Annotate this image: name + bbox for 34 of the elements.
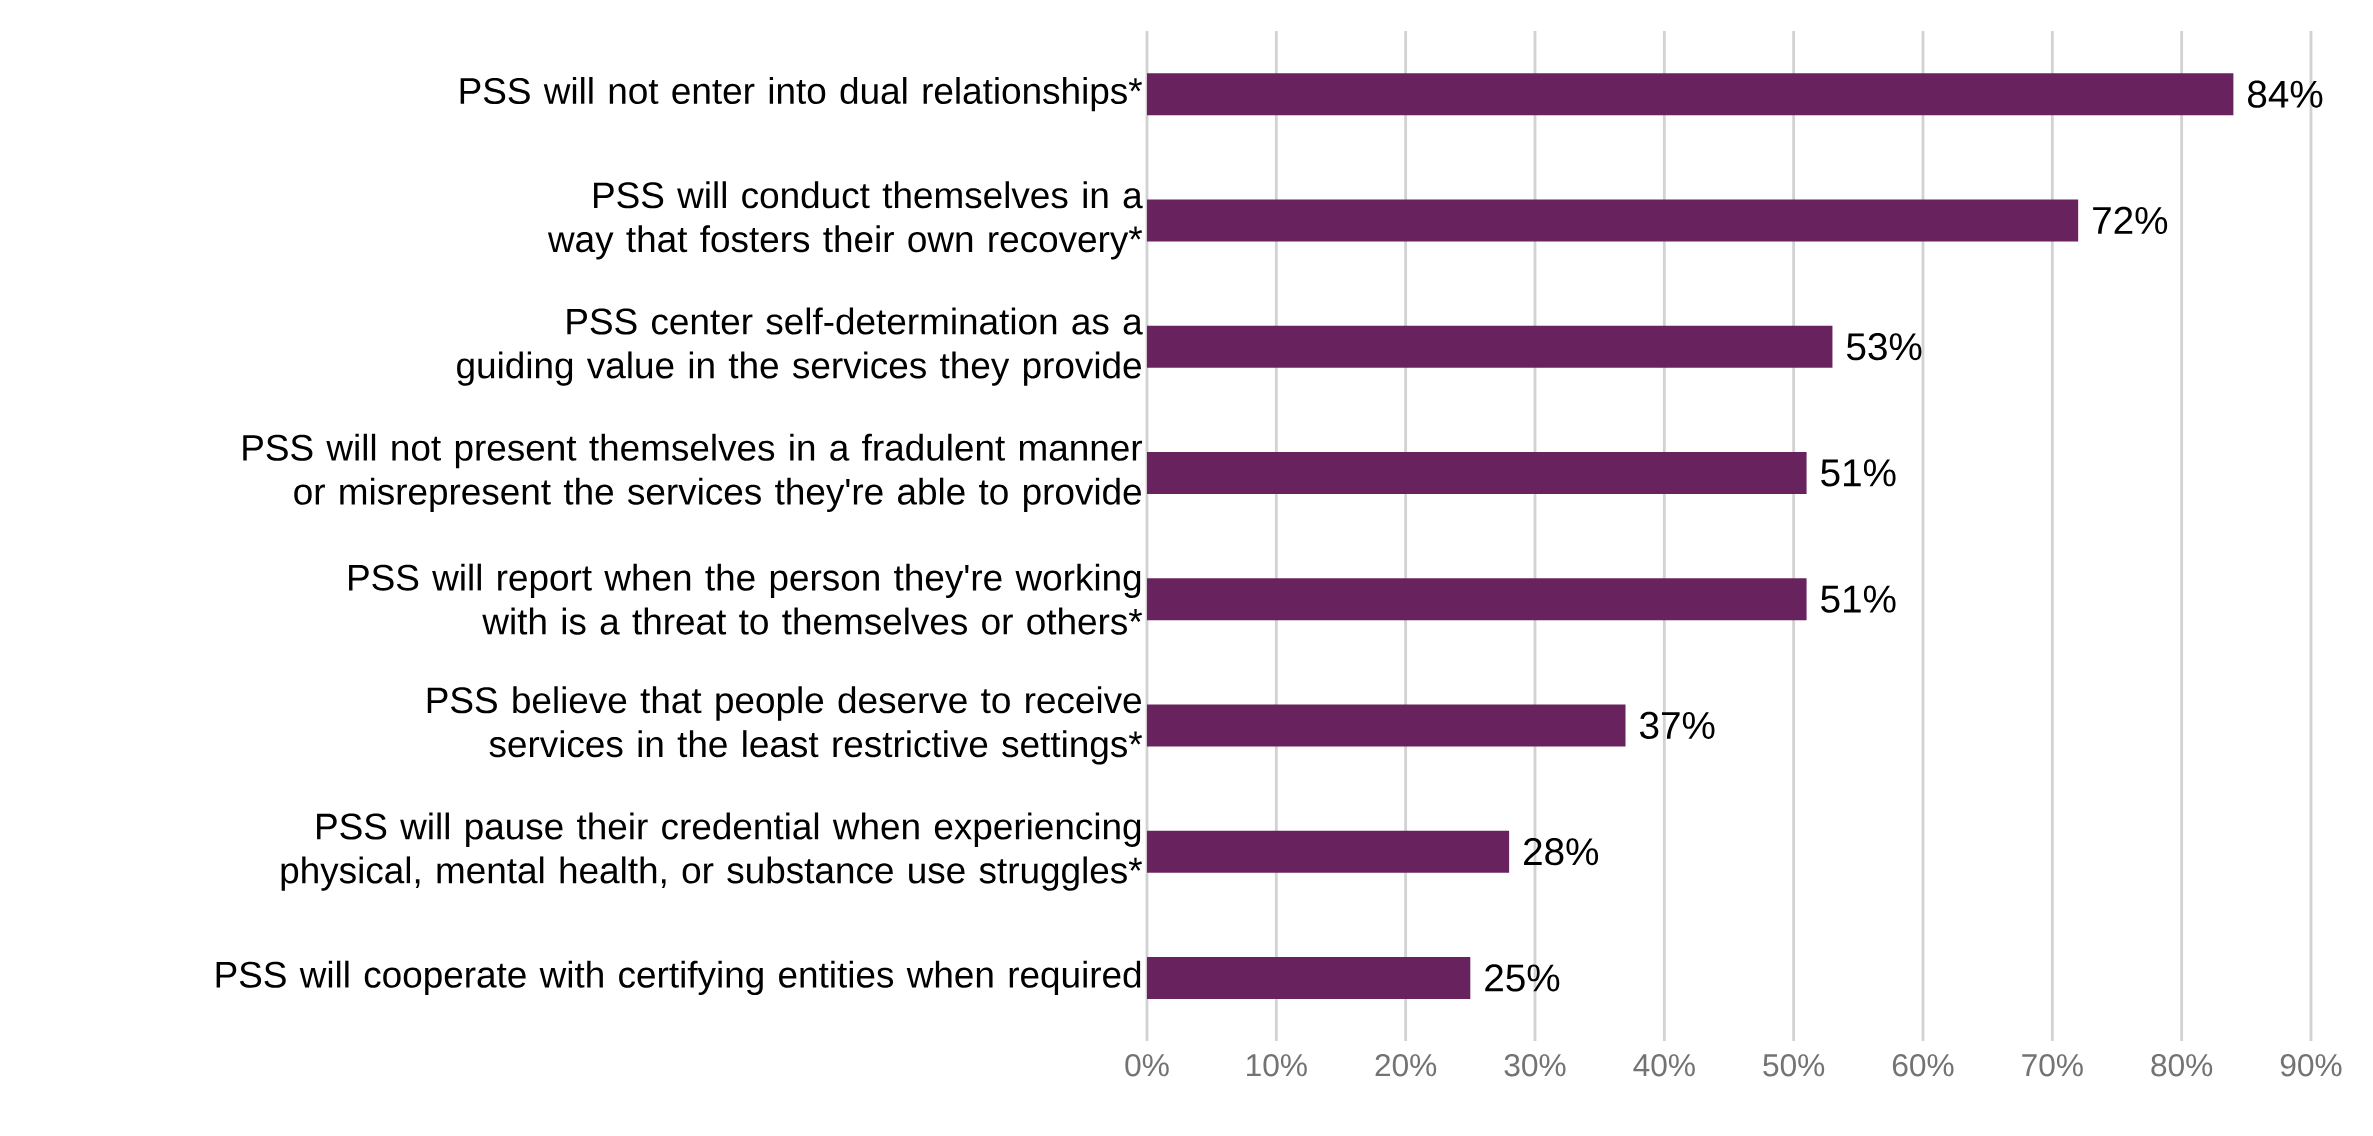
data-label: 53% [1846, 333, 1922, 361]
data-label: 72% [2093, 206, 2168, 235]
bar [1146, 704, 1626, 747]
y-tick-label: PSS will cooperate with certifying entities when required [216, 960, 1141, 996]
data-label: 37% [1640, 711, 1715, 740]
y-tick-label: PSS center self-determination as a guiding value in the services they provide [457, 307, 1143, 386]
x-tick-label: 30% [1504, 1054, 1566, 1077]
bar [1146, 956, 1471, 999]
data-label: 84% [2248, 80, 2323, 108]
x-tick-label: 80% [2151, 1054, 2213, 1077]
y-tick-label: PSS will report when the person they're working with is a threat to themselves or others* [349, 563, 1143, 635]
x-tick-label: 40% [1633, 1054, 1695, 1077]
x-tick-label: 10% [1247, 1054, 1307, 1077]
x-tick-label: 20% [1375, 1054, 1437, 1077]
x-tick-label: 50% [1763, 1054, 1825, 1077]
y-tick-label: PSS believe that people deserve to receive services in the least restrictive settings* [427, 686, 1143, 765]
data-label: 51% [1821, 459, 1896, 487]
x-tick-label: 90% [2280, 1054, 2342, 1077]
bar [1146, 73, 2234, 116]
bar [1146, 199, 2079, 242]
bar [1146, 578, 1807, 621]
x-tick-label: 70% [2022, 1054, 2083, 1077]
x-tick-label: 60% [1892, 1054, 1954, 1077]
data-label: 51% [1821, 585, 1896, 613]
y-tick-label: PSS will not enter into dual relationships* [460, 76, 1143, 112]
bar [1146, 451, 1807, 494]
y-tick-label: PSS will conduct themselves in a way that fosters their own recovery* [547, 181, 1143, 260]
y-tick-label: PSS will pause their credential when experiencing physical, mental health, or substance use struggles* [281, 812, 1143, 891]
data-label: 25% [1485, 964, 1560, 992]
x-tick-label: 0% [1125, 1054, 1169, 1077]
bar [1146, 325, 1833, 368]
data-label: 28% [1524, 838, 1599, 866]
y-tick-label: PSS will not present themselves in a fradulent manner or misrepresent the services they're able to provide [243, 433, 1143, 513]
bar [1146, 830, 1510, 873]
